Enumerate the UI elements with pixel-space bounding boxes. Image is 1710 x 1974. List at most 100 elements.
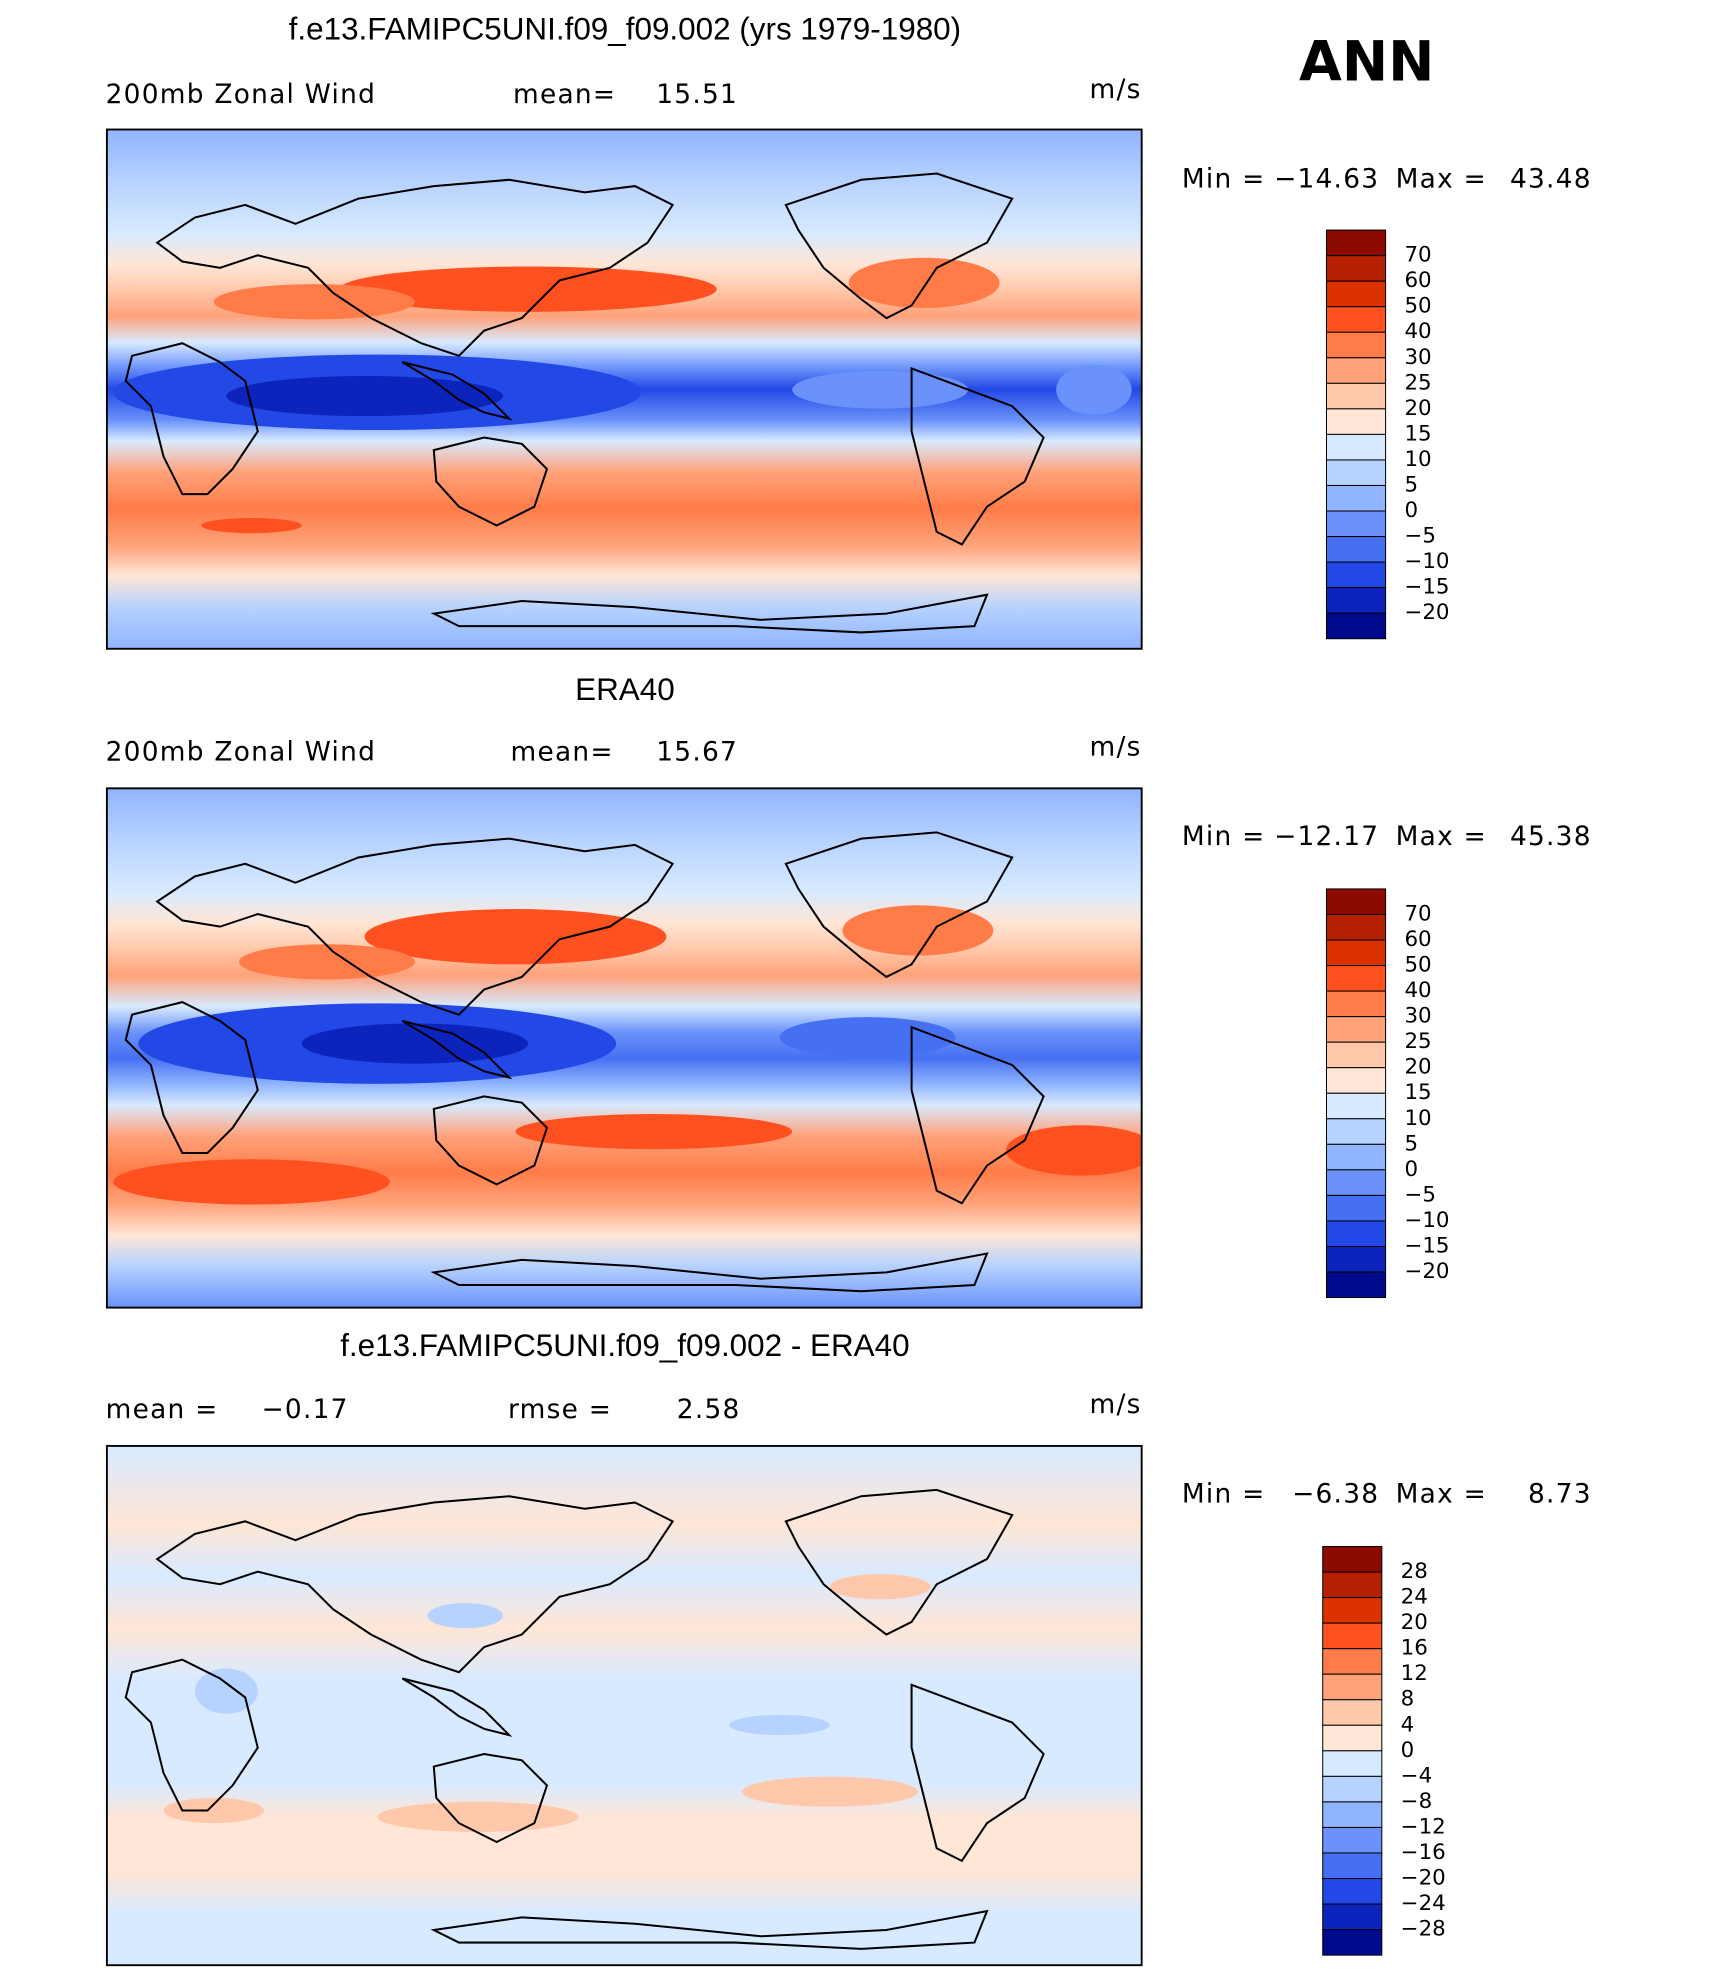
colorbar-label: −28: [1401, 1917, 1446, 1942]
map: [106, 129, 1142, 649]
colorbar-label: −16: [1401, 1840, 1446, 1865]
panel-title: f.e13.FAMIPC5UNI.f09_f09.002 - ERA40: [340, 1328, 909, 1363]
panel-label: 15.51: [656, 79, 738, 110]
panel-title: f.e13.FAMIPC5UNI.f09_f09.002 (yrs 1979-1…: [289, 12, 961, 47]
colorbar-box: [1325, 255, 1387, 282]
colorbar-label: −10: [1404, 1208, 1449, 1233]
min-value: −6.38: [1292, 1478, 1379, 1509]
colorbar-box: [1325, 1016, 1387, 1043]
colorbar-box: [1325, 536, 1387, 563]
colorbar-box: [1322, 1571, 1383, 1599]
min-label: Min =: [1182, 821, 1266, 852]
max-value: 43.48: [1510, 163, 1592, 194]
colorbar-label: −10: [1404, 549, 1449, 574]
colorbar-box: [1325, 1041, 1387, 1069]
colorbar-label: −5: [1404, 524, 1436, 549]
colorbar-box: [1325, 913, 1387, 941]
colorbar-box: [1325, 306, 1387, 333]
panel-label: −0.17: [262, 1394, 349, 1425]
colorbar-box: [1322, 1724, 1383, 1752]
colorbar-box: [1325, 357, 1387, 384]
max-label: Max =: [1396, 1478, 1487, 1509]
contour-region: [848, 257, 1000, 309]
colorbar-box: [1322, 1826, 1383, 1854]
colorbar-box: [1322, 1852, 1383, 1880]
colorbar-label: 20: [1404, 1055, 1431, 1080]
colorbar-box: [1322, 1903, 1383, 1931]
colorbar-box: [1325, 888, 1387, 915]
colorbar-label: 0: [1401, 1738, 1415, 1763]
colorbar-box: [1325, 990, 1387, 1018]
colorbar-box: [1325, 612, 1387, 640]
contour-region: [1005, 1125, 1142, 1176]
contour-region: [377, 1801, 579, 1832]
contour-region: [842, 905, 994, 956]
colorbar-box: [1322, 1878, 1383, 1905]
contour-region: [515, 1113, 793, 1150]
colorbar-box: [1325, 229, 1387, 257]
colorbar-box: [1322, 1597, 1383, 1624]
colorbar-label: −8: [1401, 1789, 1433, 1814]
colorbar-label: 70: [1404, 901, 1431, 926]
panel-label: 200mb Zonal Wind: [106, 79, 377, 110]
colorbar-label: 5: [1404, 1131, 1418, 1156]
panel-title: ERA40: [575, 672, 675, 707]
colorbar-label: 60: [1404, 268, 1431, 293]
min-label: Min =: [1182, 163, 1266, 194]
min-value: −12.17: [1274, 821, 1379, 852]
panels: f.e13.FAMIPC5UNI.f09_f09.002 (yrs 1979-1…: [105, 12, 1592, 1967]
colorbar-label: −15: [1404, 575, 1449, 600]
colorbar-box: [1325, 484, 1387, 512]
colorbar-label: −12: [1401, 1814, 1446, 1839]
colorbar-box: [1325, 510, 1387, 538]
colorbar-label: 10: [1404, 447, 1431, 472]
map-frame: [105, 128, 1143, 650]
colorbar-label: −20: [1404, 600, 1449, 625]
colorbar-box: [1325, 331, 1387, 359]
contour-region: [829, 1574, 931, 1600]
colorbar-box: [1325, 1220, 1387, 1247]
units-label: m/s: [1090, 732, 1142, 763]
colorbar-box: [1322, 1750, 1383, 1777]
contour-region: [1056, 364, 1132, 415]
colorbar-label: 25: [1404, 1029, 1431, 1054]
max-value: 45.38: [1510, 821, 1592, 852]
panel-label: mean=: [510, 737, 613, 768]
colorbar-label: −20: [1401, 1866, 1446, 1891]
colorbar-label: −5: [1404, 1182, 1436, 1207]
colorbar-label: 10: [1404, 1106, 1431, 1131]
colorbar-label: 4: [1401, 1712, 1415, 1737]
colorbar-label: 8: [1401, 1687, 1415, 1712]
contour-region: [194, 1668, 258, 1714]
colorbar-box: [1325, 1067, 1387, 1094]
colorbar-label: 40: [1404, 978, 1431, 1003]
colorbar-label: 24: [1401, 1585, 1428, 1610]
colorbar-box: [1322, 1622, 1383, 1650]
contour-region: [792, 370, 969, 409]
units-label: m/s: [1090, 1389, 1142, 1420]
colorbar-box: [1322, 1648, 1383, 1675]
colorbar-box: [1325, 1169, 1387, 1196]
colorbar-label: 5: [1404, 472, 1418, 497]
contour-region: [113, 1159, 390, 1205]
map: [106, 788, 1142, 1308]
colorbar-box: [1325, 382, 1387, 410]
season-label: ANN: [1299, 31, 1434, 95]
colorbar-box: [1322, 1775, 1383, 1803]
units-label: m/s: [1090, 74, 1142, 105]
colorbar-label: 20: [1404, 396, 1431, 421]
colorbar-label: 40: [1404, 319, 1431, 344]
contour-region: [779, 1017, 956, 1058]
panel-label: 200mb Zonal Wind: [106, 737, 377, 768]
colorbar-box: [1325, 1194, 1387, 1222]
colorbar-label: 25: [1404, 370, 1431, 395]
contour-region: [364, 909, 667, 965]
colorbar-label: 15: [1404, 421, 1431, 446]
colorbar-box: [1325, 459, 1387, 486]
contour-region: [163, 1797, 265, 1824]
contour-region: [213, 284, 415, 320]
colorbar-label: 16: [1401, 1636, 1428, 1661]
max-label: Max =: [1396, 821, 1487, 852]
panel: f.e13.FAMIPC5UNI.f09_f09.002 - ERA40 mean…: [106, 1328, 1591, 1967]
panel: f.e13.FAMIPC5UNI.f09_f09.002 (yrs 1979-1…: [105, 12, 1592, 650]
